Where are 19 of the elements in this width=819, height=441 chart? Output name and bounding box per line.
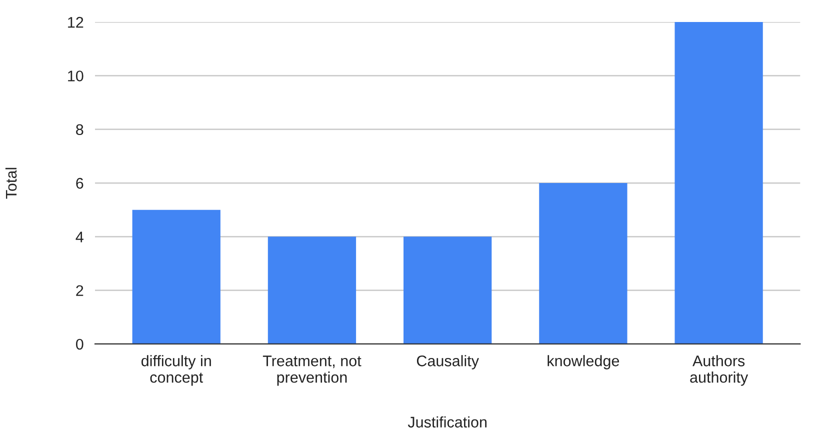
x-tick-label: Causality: [416, 355, 479, 370]
bar: [404, 236, 492, 344]
bar: [539, 183, 628, 344]
y-tick-label: 6: [76, 178, 84, 189]
x-tick-label: difficulty in concept: [141, 355, 211, 386]
bar: [268, 236, 356, 344]
bar: [132, 210, 220, 344]
x-tick-label: knowledge: [548, 355, 620, 370]
y-tick-label: 10: [68, 70, 84, 82]
y-tick-label: 12: [68, 16, 84, 28]
y-tick-label: 8: [76, 124, 84, 136]
y-tick-label: 0: [76, 338, 84, 350]
x-tick-label: Treatment, not prevention: [262, 356, 362, 386]
y-tick-label: 2: [76, 285, 84, 296]
y-axis-title: Total: [5, 168, 17, 199]
x-axis-title: Justification: [408, 416, 487, 428]
x-tick-label: Authors authority: [690, 355, 748, 386]
y-tick-label: 4: [76, 232, 84, 242]
bar: [674, 22, 763, 344]
